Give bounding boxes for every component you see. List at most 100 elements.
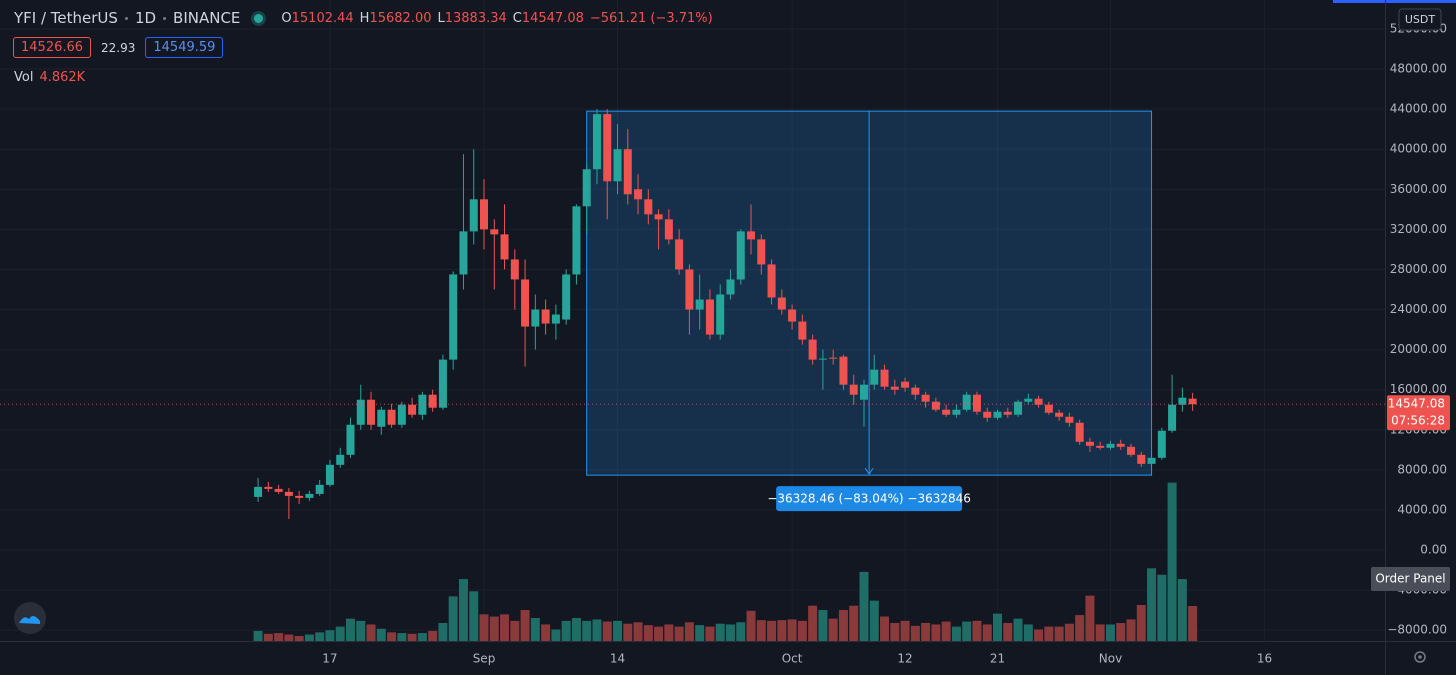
candle-body bbox=[839, 356, 848, 385]
candle-body bbox=[808, 339, 817, 360]
candle-body bbox=[972, 394, 981, 412]
logo[interactable] bbox=[14, 602, 46, 634]
candle-body bbox=[890, 386, 899, 390]
candle-body bbox=[798, 321, 807, 340]
candle-body bbox=[500, 234, 509, 260]
candle-body bbox=[1147, 457, 1156, 464]
candle-body bbox=[428, 394, 437, 408]
volume-bar bbox=[315, 632, 325, 641]
candle-body bbox=[757, 239, 766, 265]
x-tick-label: Nov bbox=[1099, 652, 1122, 666]
volume-bar bbox=[623, 623, 633, 641]
volume-bar bbox=[1064, 623, 1074, 641]
ask[interactable]: 14549.59 bbox=[145, 37, 224, 58]
volume-bar bbox=[387, 632, 397, 641]
candle-body bbox=[726, 279, 735, 295]
volume-bar bbox=[869, 600, 879, 641]
candle-body bbox=[818, 358, 827, 360]
volume-bar bbox=[941, 621, 951, 641]
ohlc-value: 15102.44 bbox=[291, 10, 354, 26]
volume-bar bbox=[715, 623, 725, 641]
symbol[interactable]: YFI / TetherUS bbox=[14, 9, 118, 27]
volume-bar bbox=[1188, 605, 1198, 641]
volume-bar bbox=[1075, 615, 1085, 641]
separator bbox=[124, 16, 128, 20]
countdown-label: 07:56:28 bbox=[1391, 414, 1445, 428]
candle-body bbox=[623, 149, 632, 195]
ohlc-value: 15682.00 bbox=[369, 10, 432, 26]
candle-body bbox=[664, 219, 673, 240]
candle-body bbox=[449, 274, 458, 360]
x-tick-label: 12 bbox=[897, 652, 912, 666]
candle-body bbox=[788, 309, 797, 322]
volume-bar bbox=[1105, 624, 1115, 641]
candle-body bbox=[901, 381, 910, 388]
candle-body bbox=[777, 297, 786, 310]
volume-bar bbox=[767, 620, 777, 641]
volume-bar bbox=[736, 622, 746, 641]
logo-icon[interactable] bbox=[19, 615, 40, 624]
settings-icon[interactable] bbox=[1414, 651, 1426, 663]
ohlc-key: H bbox=[359, 10, 370, 26]
candle-body bbox=[1085, 441, 1094, 446]
currency-label[interactable]: USDT bbox=[1405, 13, 1436, 26]
candle-body bbox=[510, 259, 519, 280]
volume-bar bbox=[746, 610, 756, 641]
candle-body bbox=[993, 411, 1002, 418]
volume-legend: Vol 4.862K bbox=[14, 70, 85, 85]
candle-body bbox=[983, 411, 992, 418]
candle-body bbox=[367, 399, 376, 425]
volume-bar bbox=[500, 614, 510, 641]
volume-bar bbox=[643, 625, 653, 641]
ohlc-key: O bbox=[281, 10, 292, 26]
volume-bar bbox=[582, 620, 592, 641]
candle-body bbox=[829, 357, 838, 359]
candle-body bbox=[377, 409, 386, 427]
candle-body bbox=[480, 199, 488, 230]
candle-body bbox=[849, 384, 858, 395]
gear-center[interactable] bbox=[1418, 655, 1422, 659]
candle-body bbox=[747, 231, 756, 240]
candle-body bbox=[551, 314, 560, 324]
volume-bar bbox=[1003, 623, 1013, 641]
volume-bar bbox=[890, 623, 900, 641]
candle-body bbox=[634, 189, 643, 200]
candle-body bbox=[1106, 443, 1115, 448]
candle-body bbox=[315, 484, 324, 494]
candle-body bbox=[1044, 404, 1053, 413]
candle-body bbox=[880, 369, 889, 387]
volume-bar bbox=[417, 633, 427, 641]
bid[interactable]: 14526.66 bbox=[13, 37, 92, 58]
volume-bar bbox=[458, 579, 468, 641]
x-tick-label: 17 bbox=[322, 652, 337, 666]
spread: 22.93 bbox=[101, 40, 136, 55]
volume-bar bbox=[695, 625, 705, 641]
order-panel-label[interactable]: Order Panel bbox=[1375, 572, 1445, 586]
volume-bar bbox=[756, 620, 766, 641]
interval[interactable]: 1D bbox=[134, 9, 157, 27]
ohlc-legend: O 15102.44 H 15682.00 L 13883.34 C 14547.08 −561… bbox=[281, 11, 718, 26]
candle-body bbox=[1157, 430, 1166, 458]
volume-pane bbox=[253, 482, 1198, 641]
measure-arrowhead bbox=[864, 467, 874, 476]
y-tick-label: 8000.00 bbox=[1397, 462, 1447, 476]
candle-body bbox=[613, 149, 622, 182]
volume-bar bbox=[962, 621, 972, 641]
candle-body bbox=[1055, 412, 1064, 417]
volume-bar bbox=[921, 623, 931, 641]
volume-bar bbox=[1054, 626, 1064, 641]
x-tick-label: 16 bbox=[1257, 652, 1272, 666]
volume-bar bbox=[530, 617, 540, 641]
candle-body bbox=[582, 169, 591, 207]
volume-bar bbox=[541, 624, 551, 641]
order-panel-button[interactable] bbox=[1371, 567, 1450, 591]
volume-bar bbox=[982, 624, 992, 641]
candle-body bbox=[1137, 454, 1146, 464]
volume-bar bbox=[602, 621, 612, 641]
volume-bar bbox=[1044, 626, 1054, 641]
gear[interactable] bbox=[1414, 651, 1426, 663]
candle-body bbox=[397, 404, 406, 425]
volume-bar bbox=[1167, 482, 1177, 641]
volume-bar bbox=[972, 620, 982, 641]
